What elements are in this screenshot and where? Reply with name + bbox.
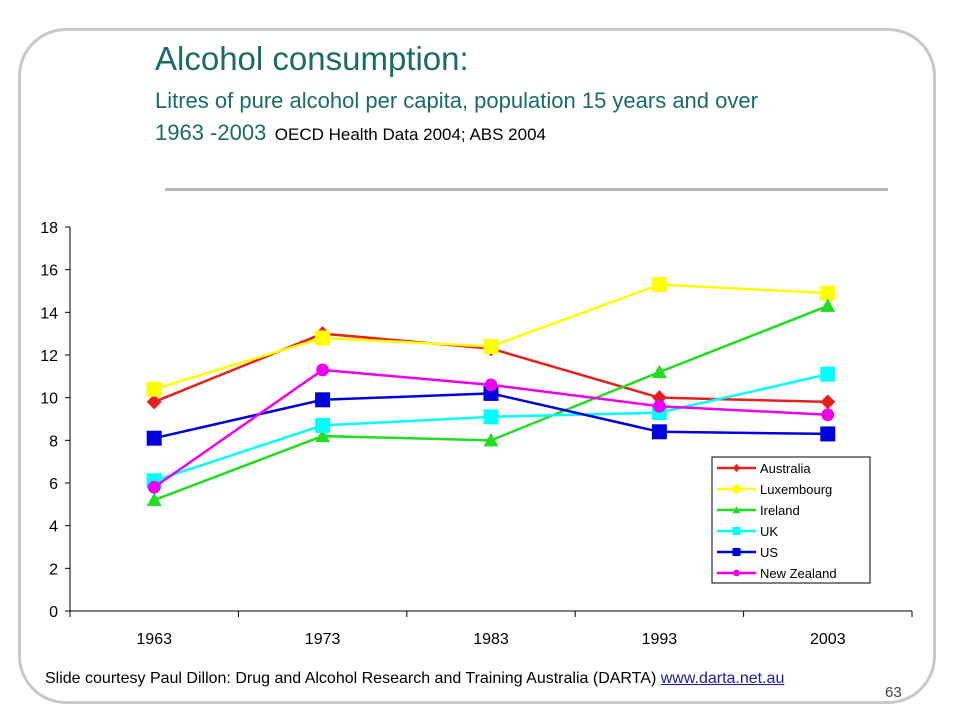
y-tick-label: 2: [49, 561, 58, 578]
legend-marker-us: [732, 548, 741, 556]
data-point-us: [820, 426, 836, 442]
data-point-new-zealand: [653, 399, 666, 413]
legend-marker-uk: [732, 527, 741, 535]
footer-link[interactable]: www.darta.net.au: [660, 670, 785, 687]
data-point-uk: [820, 366, 836, 382]
data-point-australia: [146, 394, 162, 410]
legend-marker-new-zealand: [733, 569, 740, 577]
y-tick-label: 14: [40, 305, 58, 322]
legend-label-australia: Australia: [760, 461, 811, 476]
y-tick-label: 16: [40, 263, 58, 280]
data-point-luxembourg: [146, 381, 162, 397]
title-divider: [165, 188, 888, 191]
y-tick-label: 0: [49, 604, 58, 621]
legend-label-us: US: [760, 545, 778, 560]
data-point-ireland: [483, 432, 499, 447]
slide-title: Alcohol consumption:: [155, 40, 469, 77]
data-point-new-zealand: [147, 480, 161, 494]
x-tick-label: 1993: [642, 631, 678, 648]
chart-legend: [711, 456, 871, 584]
data-point-luxembourg: [483, 338, 499, 354]
legend-marker-luxembourg: [732, 485, 741, 493]
x-tick-label: 1973: [305, 631, 341, 648]
data-point-new-zealand: [484, 378, 498, 392]
y-tick-label: 10: [40, 391, 58, 408]
legend-marker-ireland: [732, 506, 741, 514]
x-tick-label: 2003: [810, 631, 846, 648]
data-point-luxembourg: [315, 330, 331, 346]
data-point-new-zealand: [316, 363, 329, 377]
data-point-ireland: [146, 492, 162, 507]
data-point-us: [146, 430, 162, 446]
data-point-ireland: [315, 428, 331, 443]
page-number: 63: [885, 684, 902, 701]
data-point-uk: [315, 417, 331, 433]
data-point-us: [315, 392, 331, 408]
footer-text: Slide courtesy Paul Dillon: Drug and Alc…: [45, 670, 661, 687]
series-line-luxembourg: [153, 283, 828, 391]
legend-marker-australia: [732, 464, 741, 472]
slide-frame: [18, 28, 936, 704]
data-source: OECD Health Data 2004; ABS 2004: [274, 125, 547, 144]
years-line: 1963 -2003 OECD Health Data 2004; ABS 20…: [155, 120, 546, 146]
footer-credit: Slide courtesy Paul Dillon: Drug and Alc…: [45, 670, 784, 688]
y-tick-label: 18: [40, 220, 58, 237]
data-point-luxembourg: [820, 285, 836, 301]
data-point-ireland: [651, 364, 667, 379]
x-tick-label: 1963: [136, 631, 172, 648]
y-tick-label: 4: [49, 519, 58, 536]
y-tick-label: 8: [49, 433, 58, 450]
y-tick-label: 12: [40, 348, 58, 365]
year-range: 1963 -2003: [155, 120, 267, 145]
x-tick-label: 1983: [473, 631, 509, 648]
data-point-uk: [483, 409, 499, 425]
slide-subtitle: Litres of pure alcohol per capita, popul…: [155, 88, 758, 113]
data-point-australia: [820, 394, 836, 410]
legend-label-uk: UK: [760, 524, 778, 539]
legend-label-new-zealand: New Zealand: [760, 566, 837, 581]
data-point-new-zealand: [821, 408, 835, 422]
legend-label-luxembourg: Luxembourg: [760, 482, 832, 497]
data-point-luxembourg: [651, 277, 667, 293]
data-point-ireland: [820, 298, 836, 312]
data-point-us: [651, 424, 667, 440]
legend-label-ireland: Ireland: [760, 503, 800, 518]
y-tick-label: 6: [49, 476, 58, 493]
